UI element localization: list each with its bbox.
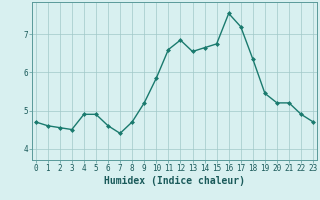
X-axis label: Humidex (Indice chaleur): Humidex (Indice chaleur) [104, 176, 245, 186]
